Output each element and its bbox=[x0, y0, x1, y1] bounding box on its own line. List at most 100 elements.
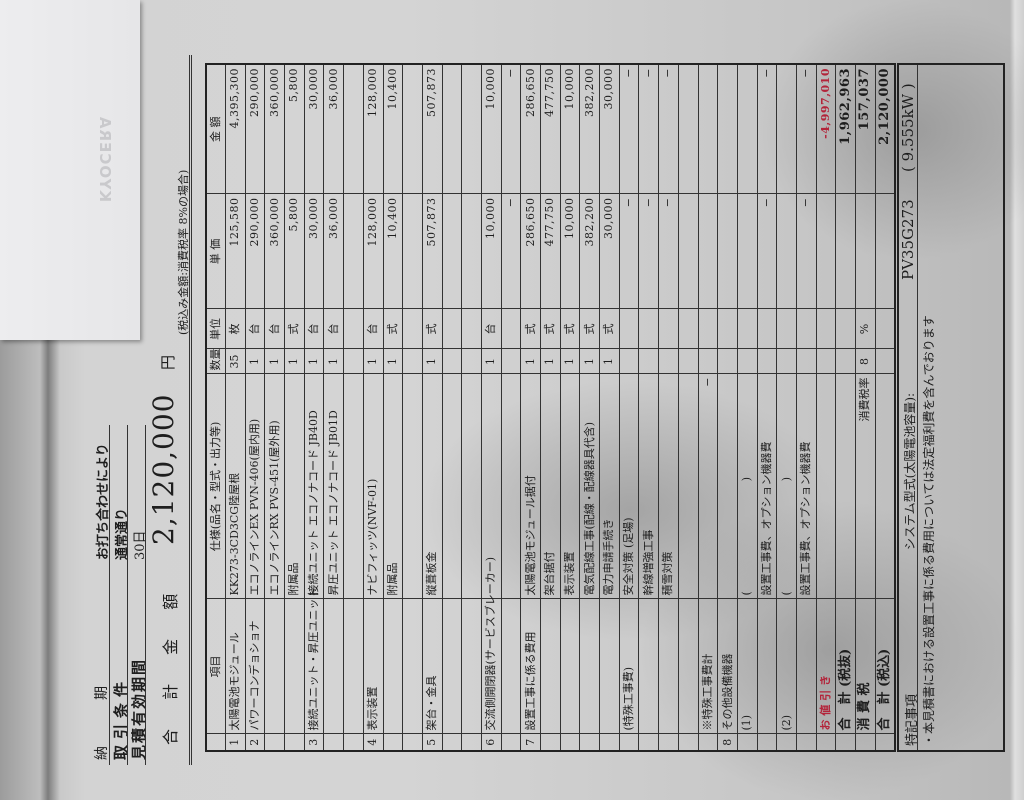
amount-cell: 286,650 bbox=[520, 64, 541, 194]
spec-cell bbox=[835, 374, 856, 599]
unit-price-cell: 5,800 bbox=[284, 194, 305, 309]
spec-cell bbox=[875, 374, 896, 599]
unit-cell bbox=[835, 309, 856, 349]
double-rule bbox=[189, 55, 192, 765]
unit-price-cell bbox=[816, 194, 836, 309]
qty-cell bbox=[501, 349, 521, 374]
table-row: 1 太陽電池モジュール KK273-3CD3CG陸屋根 35 枚 125,580 4,395… bbox=[225, 64, 246, 751]
unit-cell bbox=[343, 309, 364, 349]
row-number bbox=[757, 734, 777, 751]
unit-price-cell bbox=[875, 194, 896, 309]
unit-cell bbox=[501, 309, 521, 349]
table-row: 8 その他設備機器 bbox=[717, 64, 738, 751]
unit-cell bbox=[638, 309, 659, 349]
spec-cell bbox=[717, 374, 738, 599]
row-number: 6 bbox=[481, 734, 502, 751]
qty-cell: 1 bbox=[363, 349, 383, 374]
unit-cell: 台 bbox=[363, 309, 383, 349]
spec-cell bbox=[461, 374, 482, 599]
item-cell: その他設備機器 bbox=[717, 599, 738, 734]
qty-cell bbox=[678, 349, 698, 374]
qty-cell bbox=[402, 349, 423, 374]
col-header-no bbox=[206, 734, 226, 751]
unit-cell bbox=[658, 309, 679, 349]
qty-cell: 1 bbox=[579, 349, 600, 374]
amount-cell: 10,000 bbox=[560, 64, 580, 194]
unit-cell: 式 bbox=[599, 309, 620, 349]
item-cell: (特殊工事費) bbox=[619, 599, 639, 734]
unit-cell bbox=[776, 309, 797, 349]
unit-cell bbox=[461, 309, 482, 349]
qty-cell bbox=[796, 349, 817, 374]
amount-cell: 10,000 bbox=[481, 64, 502, 194]
spec-cell bbox=[816, 374, 836, 599]
item-cell: (1) bbox=[737, 599, 758, 734]
amount-cell: 157,037 bbox=[855, 64, 876, 194]
total-label: 合 計 金 額 bbox=[161, 581, 180, 745]
qty-cell: 1 bbox=[481, 349, 502, 374]
unit-cell bbox=[816, 309, 836, 349]
yen-unit: 円 bbox=[159, 354, 177, 370]
qty-cell bbox=[658, 349, 679, 374]
amount-cell: − bbox=[658, 64, 679, 194]
unit-cell: 台 bbox=[304, 309, 324, 349]
table-row: エコノラインRX PVS-451(屋外用) 1 台 360,000 360,000 bbox=[264, 64, 285, 751]
unit-price-cell: 10,000 bbox=[481, 194, 502, 309]
qty-cell bbox=[875, 349, 896, 374]
table-row: 架台据付 1 式 477,750 477,750 bbox=[540, 64, 561, 751]
unit-price-cell: 36,000 bbox=[323, 194, 344, 309]
table-row: 積雪対策 − − bbox=[658, 64, 679, 751]
spec-cell: 表示装置 bbox=[560, 374, 580, 599]
amount-cell bbox=[698, 64, 718, 194]
row-number: 5 bbox=[422, 734, 443, 751]
kyocera-logo: KYOCERA bbox=[96, 115, 115, 203]
item-cell bbox=[264, 599, 285, 734]
unit-cell: 台 bbox=[264, 309, 285, 349]
row-number bbox=[540, 734, 561, 751]
item-cell bbox=[442, 599, 462, 734]
row-number bbox=[264, 734, 285, 751]
unit-cell bbox=[678, 309, 698, 349]
qty-cell: 8 bbox=[855, 349, 876, 374]
row-number: 3 bbox=[304, 734, 324, 751]
amount-cell: − bbox=[501, 64, 521, 194]
item-cell bbox=[757, 599, 777, 734]
amount-cell: − bbox=[638, 64, 659, 194]
table-row: 表示装置 1 式 10,000 10,000 bbox=[560, 64, 580, 751]
item-cell: 太陽電池モジュール bbox=[225, 599, 246, 734]
item-cell bbox=[658, 599, 679, 734]
item-cell: お 値 引 き bbox=[816, 599, 836, 734]
system-label: システム型式(太陽電池容量): bbox=[903, 392, 917, 550]
unit-price-cell bbox=[776, 194, 797, 309]
unit-price-cell: 360,000 bbox=[264, 194, 285, 309]
unit-price-cell: − bbox=[796, 194, 817, 309]
delivery-label: 納 期 bbox=[94, 680, 110, 760]
col-header-item: 項目 bbox=[206, 599, 226, 734]
unit-price-cell bbox=[835, 194, 856, 309]
table-row: 合 計 (税込) 2,120,000 bbox=[875, 64, 896, 751]
total-amount: 2,120,000 bbox=[147, 393, 180, 545]
unit-price-cell bbox=[737, 194, 758, 309]
item-cell bbox=[501, 599, 521, 734]
spec-cell: 設置工事費、オプション機器費 bbox=[757, 374, 777, 599]
amount-cell: 290,000 bbox=[245, 64, 265, 194]
row-number bbox=[442, 734, 462, 751]
unit-price-cell: − bbox=[619, 194, 639, 309]
table-row bbox=[461, 64, 482, 751]
amount-cell bbox=[343, 64, 364, 194]
table-row: 設置工事費、オプション機器費 − − bbox=[757, 64, 777, 751]
amount-cell: − bbox=[619, 64, 639, 194]
qty-cell: 1 bbox=[323, 349, 344, 374]
amount-cell: 477,750 bbox=[540, 64, 561, 194]
amount-cell: 5,800 bbox=[284, 64, 305, 194]
table-row: 合 計 (税抜) 1,962,963 bbox=[835, 64, 856, 751]
qty-cell bbox=[835, 349, 856, 374]
row-number: 1 bbox=[225, 734, 246, 751]
unit-cell bbox=[698, 309, 718, 349]
amount-cell: 1,962,963 bbox=[835, 64, 856, 194]
row-number bbox=[855, 734, 876, 751]
qty-cell: 1 bbox=[284, 349, 305, 374]
unit-cell bbox=[402, 309, 423, 349]
row-number: 4 bbox=[363, 734, 383, 751]
amount-cell: 507,873 bbox=[422, 64, 443, 194]
